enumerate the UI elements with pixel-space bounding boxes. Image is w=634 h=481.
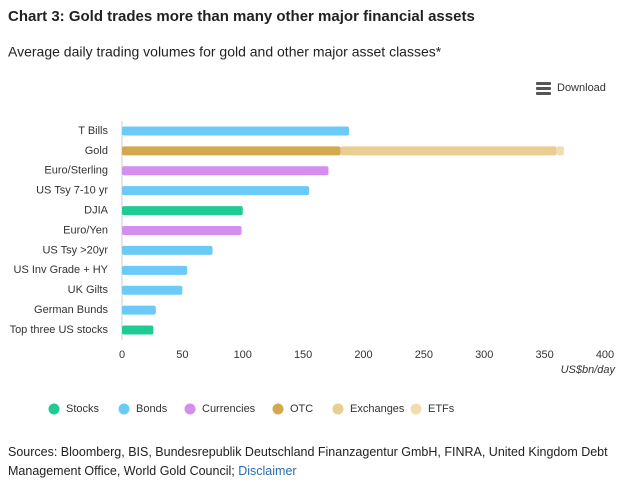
legend-marker[interactable]	[118, 403, 130, 415]
legend-marker[interactable]	[410, 403, 422, 415]
bar	[122, 126, 350, 136]
legend-label[interactable]: Bonds	[136, 403, 168, 415]
y-tick-label: Gold	[85, 145, 108, 157]
legend-label[interactable]: Currencies	[202, 403, 256, 415]
bar	[122, 206, 243, 216]
bar	[122, 226, 242, 235]
y-tick-label: Top three US stocks	[10, 324, 109, 336]
legend-label[interactable]: Stocks	[66, 403, 100, 415]
y-tick-label: US Tsy 7-10 yr	[36, 185, 108, 197]
y-tick-label: US Tsy >20yr	[42, 244, 108, 256]
legend-label[interactable]: OTC	[290, 403, 313, 415]
x-tick-label: 400	[596, 349, 614, 361]
bar	[340, 146, 557, 156]
menu-icon	[536, 87, 551, 90]
legend-label[interactable]: Exchanges	[350, 403, 405, 415]
x-tick-label: 150	[294, 349, 312, 361]
y-tick-label: Euro/Sterling	[44, 165, 108, 177]
download-button[interactable]: Download	[536, 82, 606, 95]
x-tick-label: 300	[475, 349, 493, 361]
x-tick-label: 0	[119, 349, 125, 361]
bar	[122, 186, 310, 196]
bar	[122, 265, 188, 275]
disclaimer-link[interactable]: Disclaimer	[238, 464, 297, 478]
menu-icon	[536, 92, 551, 95]
sources: Sources: Bloomberg, BIS, Bundesrepublik …	[8, 443, 608, 481]
x-tick-label: 200	[354, 349, 372, 361]
legend-marker[interactable]	[48, 403, 60, 415]
y-tick-label: T Bills	[78, 125, 108, 137]
bar	[122, 325, 154, 335]
y-tick-label: US Inv Grade + HY	[14, 264, 109, 276]
chart-title: Chart 3: Gold trades more than many othe…	[8, 8, 475, 25]
y-tick-label: Euro/Yen	[63, 224, 108, 236]
bar	[122, 166, 329, 176]
x-tick-label: 100	[234, 349, 252, 361]
y-tick-label: DJIA	[84, 204, 109, 216]
legend-marker[interactable]	[332, 403, 344, 415]
bar	[122, 146, 341, 156]
x-tick-label: 50	[176, 349, 188, 361]
y-tick-label: UK Gilts	[68, 284, 109, 296]
legend-marker[interactable]	[272, 403, 284, 415]
x-axis-label: US$bn/day	[561, 364, 617, 376]
bar	[556, 146, 564, 156]
legend-marker[interactable]	[184, 403, 196, 415]
download-label[interactable]: Download	[557, 82, 606, 94]
bar	[122, 305, 156, 315]
menu-icon	[536, 82, 551, 85]
x-tick-label: 350	[535, 349, 553, 361]
y-tick-label: German Bunds	[34, 304, 108, 316]
chart-subtitle: Average daily trading volumes for gold a…	[8, 44, 442, 60]
chart: Chart 3: Gold trades more than many othe…	[8, 8, 617, 415]
x-tick-label: 250	[415, 349, 433, 361]
sources-text: Sources: Bloomberg, BIS, Bundesrepublik …	[8, 445, 608, 478]
bar	[122, 245, 213, 255]
bar	[122, 285, 183, 295]
legend-label[interactable]: ETFs	[428, 403, 455, 415]
